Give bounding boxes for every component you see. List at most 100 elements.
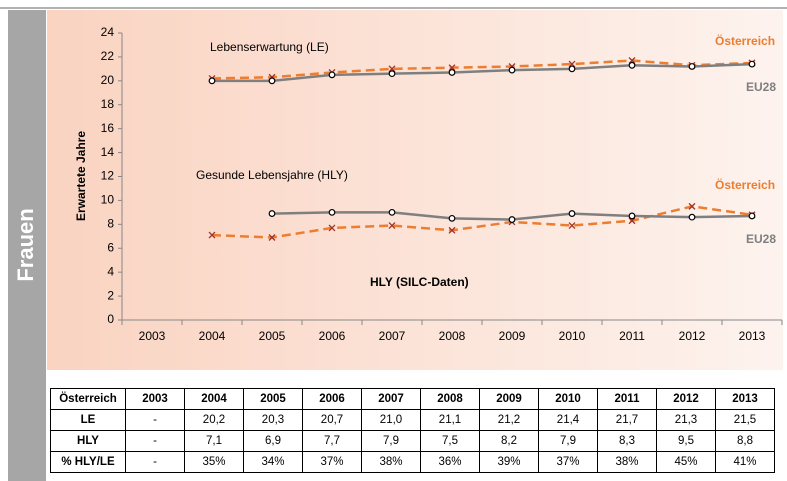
table-row: HLY -7,1 6,9 7,7 7,9 7,5 8,2 7,9 8,3 9,5 8,8: [50, 430, 775, 452]
marker: [568, 60, 576, 68]
marker: [328, 208, 336, 216]
x-tick-label: 2008: [439, 329, 466, 343]
table-cell: 2011: [597, 388, 657, 410]
annotation: HLY (SILC-Daten): [370, 275, 469, 289]
table-cell: 21,4: [538, 409, 598, 431]
marker: [328, 224, 336, 232]
table-cell: 21,1: [420, 409, 480, 431]
series-label: EU28: [746, 80, 776, 94]
table-cell: 37%: [538, 451, 598, 473]
table-cell: 2007: [361, 388, 421, 410]
table-cell: 7,7: [302, 430, 362, 452]
y-tick-label: 22: [101, 49, 115, 63]
marker: [748, 60, 756, 68]
marker: [268, 234, 276, 241]
x-tick-label: 2013: [739, 329, 766, 343]
y-tick-label: 6: [107, 240, 114, 254]
table-cell: 41%: [715, 451, 775, 473]
table-cell: 38%: [597, 451, 657, 473]
y-tick-label: 12: [101, 169, 115, 183]
table-cell: 6,9: [243, 430, 303, 452]
table-cell: 2006: [302, 388, 362, 410]
marker: [508, 66, 516, 74]
x-tick-label: 2010: [559, 329, 586, 343]
marker: [448, 226, 456, 234]
table-cell: Österreich: [50, 388, 126, 410]
y-tick-label: 20: [101, 73, 115, 87]
marker: [388, 65, 396, 73]
x-tick-label: 2003: [139, 329, 166, 343]
table-row: LE -20,2 20,3 20,7 21,0 21,1 21,2 21,4 21,7 21,3 2…: [50, 409, 775, 431]
table-cell: LE: [50, 409, 126, 431]
marker: [628, 57, 636, 64]
marker: [448, 69, 456, 76]
y-tick-label: 10: [101, 193, 115, 207]
table-row: Österreich 2003 2004 2005 2006 2007 2008 2009 20…: [50, 388, 775, 410]
marker: [568, 65, 576, 73]
x-tick-label: 2004: [199, 329, 226, 343]
table-cell: 2009: [479, 388, 539, 410]
x-tick-label: 2012: [679, 329, 706, 343]
marker: [508, 216, 516, 223]
marker: [208, 231, 216, 239]
y-tick-label: 0: [107, 312, 114, 326]
marker: [628, 212, 636, 220]
y-tick-label: 8: [107, 217, 114, 231]
series-line: [211, 205, 753, 239]
table-cell: 36%: [420, 451, 480, 473]
y-tick-label: 16: [101, 121, 115, 135]
y-axis-label: Erwartete Jahre: [74, 131, 88, 221]
table-cell: 21,5: [715, 409, 775, 431]
marker: [688, 213, 696, 221]
marker: [568, 210, 576, 217]
table-cell: 7,9: [361, 430, 421, 452]
table-row: % HLY/LE -35% 34% 37% 38% 36% 39% 37% 38% 45% 41%: [50, 451, 775, 473]
y-tick-label: 18: [101, 97, 115, 111]
table-cell: HLY: [50, 430, 126, 452]
table-cell: 2008: [420, 388, 480, 410]
x-tick-label: 2009: [499, 329, 526, 343]
marker: [208, 77, 216, 85]
sidebar-label: Frauen: [13, 208, 38, 281]
marker: [268, 77, 276, 85]
y-tick-label: 24: [101, 25, 115, 39]
table-cell: -: [125, 430, 185, 452]
table-cell: 2004: [184, 388, 244, 410]
table-cell: 35%: [184, 451, 244, 473]
y-tick-label: 2: [107, 288, 114, 302]
marker: [628, 217, 636, 225]
marker: [688, 63, 696, 70]
table-cell: 8,3: [597, 430, 657, 452]
x-tick-label: 2011: [619, 329, 645, 343]
table-cell: 8,2: [479, 430, 539, 452]
data-table: Österreich 2003 2004 2005 2006 2007 2008 2009 20…: [50, 388, 775, 473]
marker: [388, 222, 396, 229]
table-cell: 34%: [243, 451, 303, 473]
x-tick-label: 2006: [319, 329, 346, 343]
table-cell: -: [125, 451, 185, 473]
table-cell: -: [125, 409, 185, 431]
marker: [268, 210, 276, 217]
series-label: Österreich: [715, 177, 775, 192]
table-cell: 7,1: [184, 430, 244, 452]
table-cell: 8,8: [715, 430, 775, 452]
annotation: Gesunde Lebensjahre (HLY): [196, 168, 348, 182]
marker: [688, 202, 696, 210]
marker: [628, 61, 636, 69]
table-cell: 37%: [302, 451, 362, 473]
marker: [388, 208, 396, 216]
table-cell: 21,2: [479, 409, 539, 431]
table-cell: % HLY/LE: [50, 451, 126, 473]
table-cell: 7,9: [538, 430, 598, 452]
table-cell: 7,5: [420, 430, 480, 452]
table-cell: 20,2: [184, 409, 244, 431]
table-cell: 2012: [656, 388, 716, 410]
table-cell: 20,3: [243, 409, 303, 431]
sidebar: [8, 10, 46, 481]
y-tick-label: 4: [107, 264, 114, 278]
marker: [448, 214, 456, 222]
table-cell: 2005: [243, 388, 303, 410]
y-tick-label: 14: [101, 145, 115, 159]
